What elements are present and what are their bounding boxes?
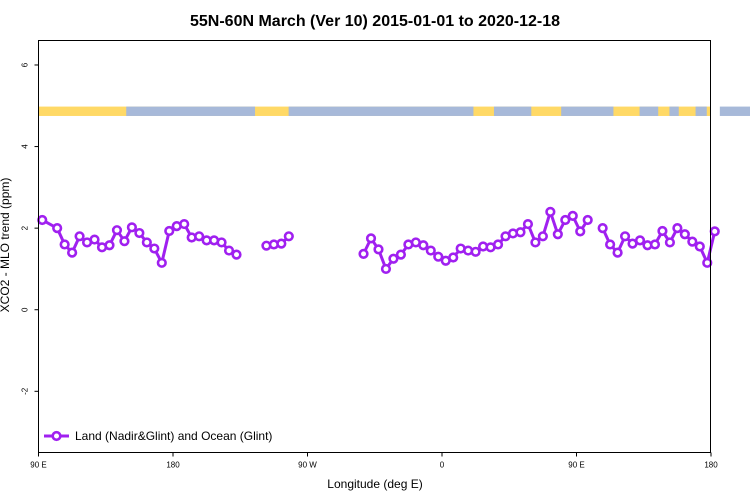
- data-point: [388, 253, 399, 264]
- data-point: [194, 231, 205, 242]
- map-strip-ocean: [493, 106, 532, 116]
- data-point: [283, 231, 294, 242]
- data-point: [223, 245, 235, 256]
- data-point: [575, 226, 586, 237]
- data-point: [216, 237, 227, 248]
- data-point: [104, 240, 115, 251]
- data-point: [709, 226, 720, 237]
- data-point: [134, 227, 145, 239]
- data-point: [492, 239, 504, 250]
- map-strip-ocean: [719, 106, 750, 116]
- x-tick-label: 180: [166, 461, 180, 470]
- data-point: [597, 223, 608, 234]
- data-point: [537, 231, 548, 242]
- x-axis-label: Longitude (deg E): [327, 477, 422, 491]
- data-point: [380, 263, 392, 275]
- data-point: [358, 248, 369, 259]
- data-point: [373, 244, 384, 255]
- data-point: [560, 214, 571, 226]
- data-point: [552, 229, 563, 240]
- legend-marker: [51, 430, 62, 442]
- data-point: [111, 225, 123, 236]
- data-point: [395, 249, 407, 260]
- map-strip-ocean: [561, 106, 614, 116]
- map-strip-ocean: [639, 106, 659, 116]
- data-point: [634, 235, 646, 246]
- x-axis: 90 E 180 90 W 0 90 E 180: [30, 452, 718, 470]
- data-point: [425, 245, 436, 256]
- data-point: [59, 239, 70, 250]
- data-point: [156, 257, 167, 268]
- y-tick-label: -2: [21, 387, 30, 395]
- x-tick-label: 0: [440, 461, 445, 470]
- y-tick-label: 6: [21, 62, 30, 67]
- data-point: [582, 214, 593, 226]
- x-tick-label: 180: [704, 461, 718, 470]
- data-point: [276, 238, 287, 249]
- data-point: [619, 231, 631, 242]
- data-point: [149, 243, 160, 254]
- data-point: [365, 233, 377, 244]
- map-strip-ocean: [126, 106, 256, 116]
- plot-frame: [38, 40, 711, 453]
- chart-title: 55N-60N March (Ver 10) 2015-01-01 to 202…: [190, 13, 560, 30]
- data-point: [126, 222, 138, 233]
- legend-label: Land (Nadir&Glint) and Ocean (Glint): [75, 429, 272, 443]
- data-point: [470, 246, 481, 257]
- data-point: [664, 237, 676, 248]
- data-point: [141, 237, 152, 248]
- data-point: [37, 214, 48, 226]
- data-point: [448, 252, 459, 263]
- map-strip: [38, 106, 750, 116]
- data-point: [605, 239, 616, 250]
- data-point: [231, 249, 242, 260]
- data-point: [679, 229, 690, 240]
- x-tick-label: 90 E: [568, 461, 584, 470]
- y-tick-label: 4: [21, 144, 30, 149]
- data-point: [52, 223, 63, 234]
- data-point: [119, 236, 130, 247]
- map-strip-ocean: [695, 106, 707, 116]
- y-tick-label: 2: [21, 225, 30, 230]
- data-point: [74, 231, 85, 242]
- data-point: [522, 218, 534, 230]
- series-layer: [37, 206, 720, 275]
- data-point: [687, 236, 698, 247]
- y-axis: -2 0 2 4 6: [21, 62, 39, 395]
- data-point: [67, 247, 78, 258]
- legend: Land (Nadir&Glint) and Ocean (Glint): [44, 429, 272, 443]
- map-strip-ocean: [288, 106, 474, 116]
- data-point: [179, 218, 190, 230]
- data-point: [433, 251, 444, 262]
- data-point: [530, 237, 541, 248]
- data-point: [612, 247, 623, 258]
- data-point: [657, 225, 668, 237]
- data-point: [89, 234, 100, 245]
- data-point: [545, 206, 556, 217]
- data-point: [418, 240, 429, 251]
- data-point: [672, 223, 683, 234]
- data-point: [567, 210, 578, 222]
- data-point: [694, 241, 705, 252]
- data-point: [515, 227, 526, 238]
- x-tick-label: 90 E: [30, 461, 46, 470]
- x-tick-label: 90 W: [298, 461, 317, 470]
- data-point: [702, 257, 713, 268]
- map-strip-ocean: [669, 106, 679, 116]
- y-tick-label: 0: [21, 307, 30, 312]
- data-point: [164, 225, 175, 237]
- data-point: [649, 239, 661, 250]
- y-axis-label: XCO2 - MLO trend (ppm): [0, 178, 12, 313]
